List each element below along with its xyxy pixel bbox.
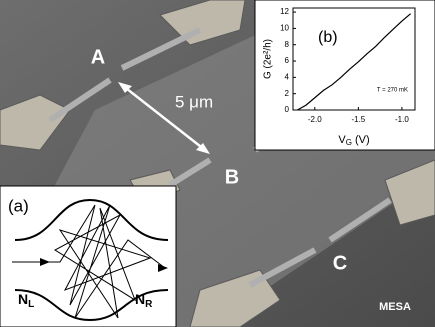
inset-b-tag: (b) (318, 29, 338, 46)
label-b: B (225, 166, 239, 188)
y-tick-label: 10 (280, 24, 289, 33)
figure: A B C 5 μm MESA (a) NL NR (b) T = 270 mK… (0, 0, 435, 327)
mesa-label: MESA (379, 301, 411, 313)
inset-b-frame (255, 0, 435, 150)
y-tick-label: 6 (285, 56, 290, 65)
y-tick-label: 0 (285, 105, 290, 114)
y-tick-label: 8 (285, 40, 290, 49)
y-tick-label: 12 (280, 7, 289, 16)
y-tick-label: 2 (285, 89, 290, 98)
scale-label: 5 μm (175, 92, 213, 111)
annotation: T = 270 mK (377, 88, 408, 94)
inset-a: (a) NL NR (0, 186, 176, 327)
x-tick-label: -1.5 (351, 115, 365, 124)
y-tick-label: 4 (285, 72, 290, 81)
inset-a-tag: (a) (8, 196, 29, 215)
x-tick-label: -1.0 (395, 115, 409, 124)
inset-b: (b) T = 270 mK G (2e²/h) VG(V) 0 2 4 6 8 10 12… (255, 0, 435, 150)
x-axis-label: VG(V) (338, 134, 369, 147)
x-tick-label: -2.0 (308, 115, 322, 124)
label-a: A (91, 46, 105, 68)
label-c: C (333, 252, 347, 274)
y-axis-label: G (2e²/h) (263, 39, 274, 79)
